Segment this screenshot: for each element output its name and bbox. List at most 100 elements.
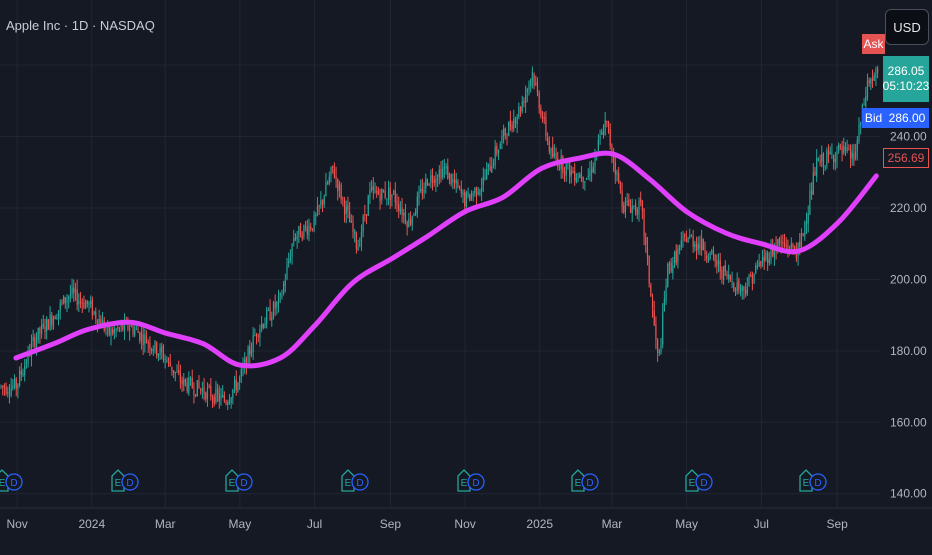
candle-body [464, 191, 466, 207]
candle-body [418, 191, 420, 198]
candle-body [503, 128, 505, 137]
dividend-letter: D [126, 478, 133, 489]
candle-body [553, 153, 555, 157]
candle-body [5, 387, 7, 394]
candle-body [343, 199, 346, 214]
candle-body [875, 69, 877, 78]
candle-body [413, 213, 415, 215]
candle-body [672, 264, 674, 274]
candle-body [156, 342, 158, 356]
x-tick-label: Mar [602, 517, 623, 531]
candle-body [469, 193, 471, 201]
candle-body [372, 186, 374, 190]
candle-body [113, 329, 115, 333]
candle-body [183, 378, 185, 386]
candle-body [266, 310, 268, 325]
candle-body [768, 259, 770, 263]
candle-body [496, 146, 498, 154]
candle-body [387, 188, 390, 200]
candle-body [200, 388, 202, 390]
candle-body [792, 243, 794, 248]
candle-body [773, 245, 775, 258]
candle-body [404, 212, 407, 223]
candle-body [497, 149, 500, 154]
candle-body [73, 287, 75, 293]
candle-body [841, 146, 843, 154]
candle-body [851, 152, 853, 159]
candle-body [17, 383, 19, 390]
candle-body [289, 257, 291, 261]
candle-body [761, 256, 764, 264]
x-tick-label: 2024 [78, 517, 105, 531]
candle-body [154, 340, 156, 351]
candle-body [423, 189, 425, 194]
candle-body [543, 117, 545, 119]
candle-body [24, 365, 26, 376]
currency-button[interactable]: USD [885, 9, 929, 45]
candle-body [217, 389, 219, 394]
x-tick-label: Nov [454, 517, 475, 531]
candle-body [313, 215, 315, 231]
candle-body [460, 189, 462, 194]
candle-body [506, 137, 508, 139]
candle-body [855, 151, 857, 159]
candle-body [826, 150, 828, 166]
candle-body [15, 378, 17, 389]
candle-body [679, 246, 681, 251]
candle-body [123, 320, 126, 331]
candle-body [371, 187, 373, 191]
candle-body [709, 252, 711, 260]
candle-body [115, 329, 117, 331]
candle-body [719, 260, 721, 272]
candle-body [843, 145, 845, 153]
dividend-icon [695, 473, 713, 491]
candle-body [504, 128, 506, 136]
dividend-letter: D [356, 478, 363, 489]
candle-body [301, 235, 303, 239]
earnings-letter: E [0, 478, 6, 489]
candle-body [646, 246, 649, 258]
candle-body [606, 121, 608, 123]
candle-body [492, 163, 495, 166]
candle-body [782, 242, 784, 244]
candle-body [294, 237, 297, 240]
candle-body [37, 327, 39, 340]
moving-average-line [13, 150, 879, 369]
candle-body [531, 71, 533, 81]
candle-body [724, 264, 726, 272]
candle-body [171, 366, 173, 372]
candle-body [783, 243, 786, 246]
candle-body [433, 180, 435, 183]
candle-body [264, 323, 266, 329]
candle-body [333, 169, 335, 178]
candle-body [252, 335, 254, 352]
candle-body [734, 289, 737, 291]
candle-body [308, 225, 310, 236]
candle-body [660, 344, 662, 353]
candle-body [877, 68, 879, 73]
candle-body [690, 236, 693, 238]
x-tick-label: Mar [155, 517, 176, 531]
candle-body [420, 189, 422, 191]
candle-body [169, 361, 171, 367]
candle-body [501, 136, 503, 143]
candle-body [298, 226, 300, 235]
candle-body [569, 161, 571, 177]
earnings-letter: E [229, 478, 236, 489]
earnings-icon [571, 469, 585, 492]
candle-body [274, 302, 276, 309]
candle-body [208, 386, 210, 388]
candle-body [509, 120, 511, 128]
candle-body [833, 154, 835, 162]
candle-body [79, 300, 82, 302]
candle-body [409, 219, 412, 224]
candle-body [396, 201, 398, 206]
candle-body [607, 121, 610, 131]
candle-body [755, 265, 757, 273]
candle-body [132, 325, 134, 335]
candle-body [426, 180, 429, 186]
candle-body [381, 188, 383, 200]
candle-body [655, 323, 657, 340]
candle-body [807, 213, 809, 224]
